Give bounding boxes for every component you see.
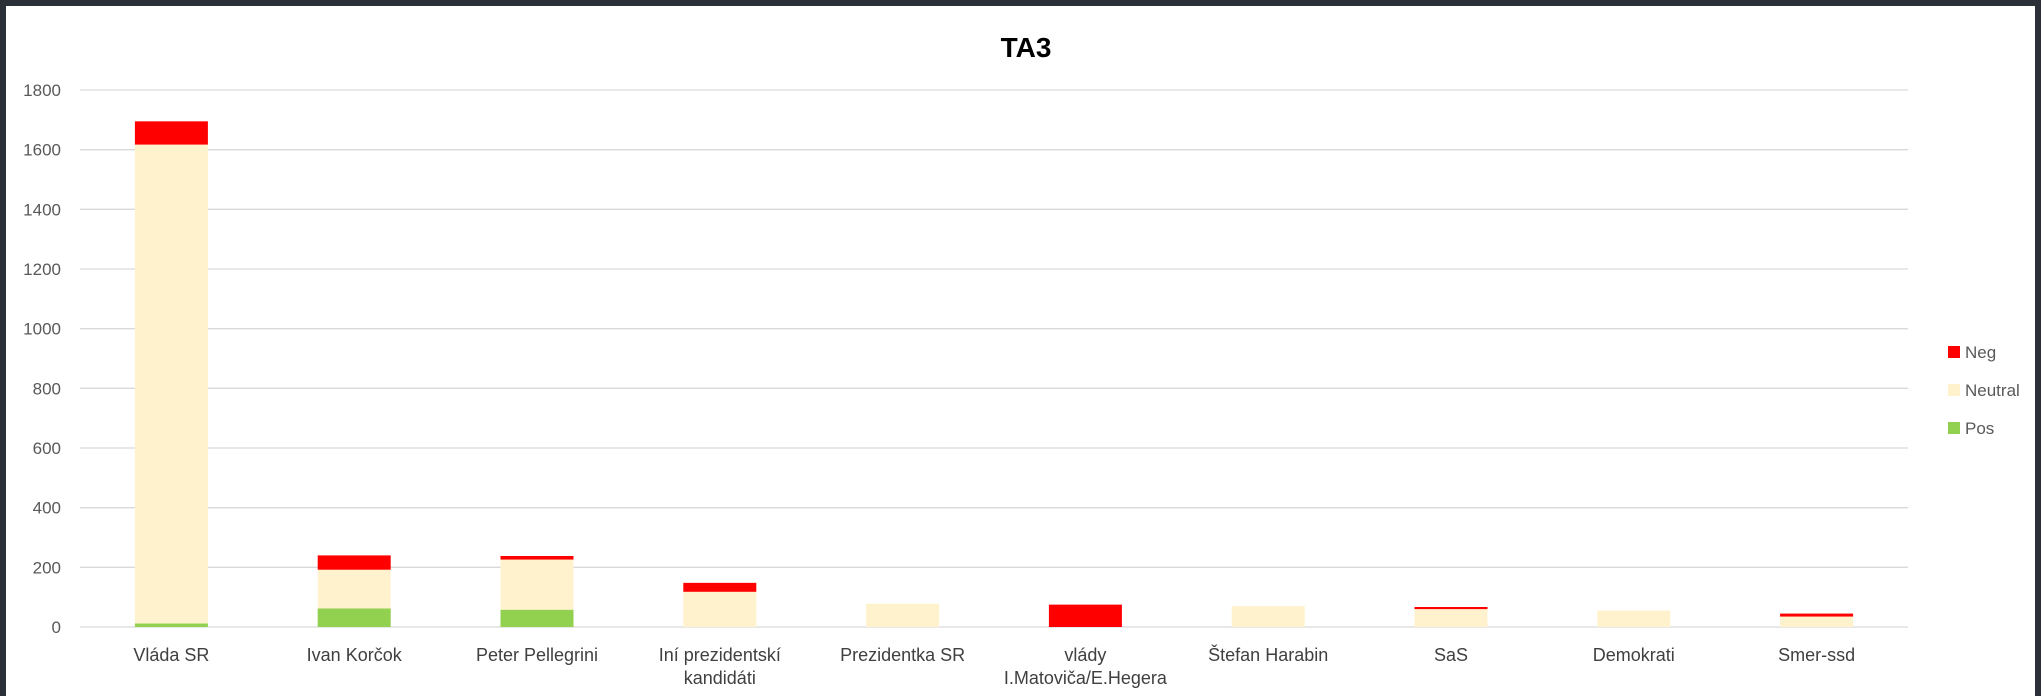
bar-segment-pos (135, 623, 208, 627)
legend-swatch-neg (1948, 346, 1960, 358)
y-tick-label: 1000 (23, 320, 61, 339)
x-tick-label: Štefan Harabin (1208, 644, 1328, 665)
y-tick-label: 600 (33, 439, 61, 458)
bar-segment-neg (1049, 605, 1122, 627)
y-tick-label: 1600 (23, 141, 61, 160)
bar-segment-neutral (1597, 611, 1670, 627)
x-axis-labels: Vláda SR Ivan Korčok Peter Pellegrini Iní p… (133, 644, 1855, 688)
x-tick-label: Iní prezidentskí kandidáti (659, 645, 781, 688)
y-tick-label: 1800 (23, 81, 61, 100)
stacked-bar-chart: TA3 0 200 400 600 800 1000 1200 1400 1600 1800 Vl… (6, 6, 2035, 696)
legend: Neg Neutral Pos (1948, 343, 2020, 438)
y-tick-label: 200 (33, 558, 61, 577)
y-tick-label: 400 (33, 499, 61, 518)
bar-segment-neg (501, 556, 574, 560)
x-tick-label: Peter Pellegrini (476, 645, 598, 665)
bar-segment-neutral (501, 560, 574, 610)
legend-swatch-pos (1948, 422, 1960, 434)
bars (135, 121, 1853, 627)
chart-title: TA3 (1001, 32, 1052, 63)
bar-segment-neg (1780, 614, 1853, 617)
bar-segment-neutral (1415, 609, 1488, 627)
chart-frame: TA3 0 200 400 600 800 1000 1200 1400 1600 1800 Vl… (6, 6, 2035, 696)
bar-segment-neg (1415, 607, 1488, 609)
bar-segment-neg (683, 583, 756, 592)
x-tick-label: Ivan Korčok (307, 645, 403, 665)
legend-label-neutral: Neutral (1965, 381, 2020, 400)
x-tick-label: Demokrati (1593, 645, 1675, 665)
bar-segment-pos (501, 610, 574, 627)
x-tick-label: SaS (1434, 645, 1468, 665)
legend-swatch-neutral (1948, 384, 1960, 396)
y-tick-label: 1400 (23, 200, 61, 219)
bar-segment-neg (135, 121, 208, 144)
y-tick-label: 0 (52, 618, 61, 637)
bar-segment-neutral (866, 604, 939, 627)
x-tick-label: vlády I.Matoviča/E.Hegera (1004, 645, 1168, 688)
bar-segment-neutral (318, 570, 391, 609)
bar-segment-neutral (1232, 606, 1305, 627)
bar-segment-pos (318, 609, 391, 627)
bar-segment-neutral (135, 145, 208, 624)
x-tick-label: Smer-ssd (1778, 645, 1855, 665)
gridlines (80, 90, 1908, 627)
x-tick-label: Prezidentka SR (840, 645, 965, 665)
x-tick-label: Vláda SR (133, 645, 209, 665)
y-tick-label: 1200 (23, 260, 61, 279)
y-axis-ticks: 0 200 400 600 800 1000 1200 1400 1600 1800 (23, 81, 61, 637)
bar-segment-neutral (1780, 617, 1853, 627)
bar-segment-neutral (683, 592, 756, 627)
legend-label-neg: Neg (1965, 343, 1996, 362)
legend-label-pos: Pos (1965, 419, 1994, 438)
bar-segment-neg (318, 555, 391, 569)
y-tick-label: 800 (33, 379, 61, 398)
